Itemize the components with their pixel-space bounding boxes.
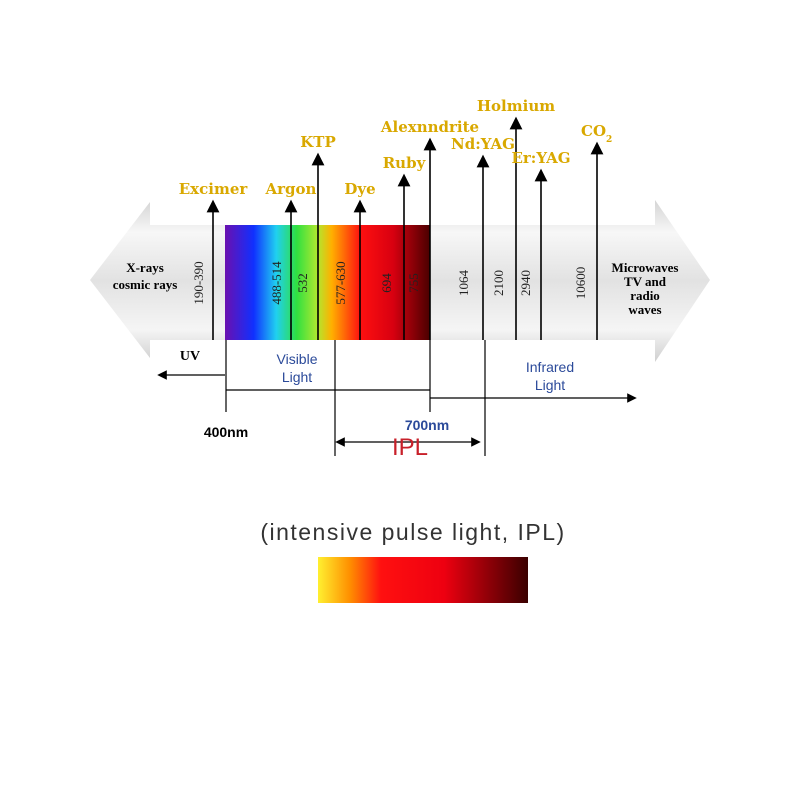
wavelength: 2940 [518, 270, 533, 296]
left-region: cosmic rays [113, 277, 178, 292]
wavelength: 694 [379, 273, 394, 293]
ipl-label: IPL [392, 434, 428, 461]
wavelength: 532 [295, 273, 310, 293]
right-region: waves [628, 302, 661, 317]
right-region: TV and [624, 274, 667, 289]
laser-name: Nd:YAG [451, 135, 515, 153]
right-region: Microwaves [612, 260, 679, 275]
infrared-label: Light [535, 377, 565, 393]
laser-subscript: 2 [606, 135, 612, 145]
uv-label: UV [180, 349, 200, 364]
wavelength: 1064 [456, 270, 471, 297]
laser-name: Dye [344, 180, 375, 198]
wavelength: 755 [406, 273, 421, 293]
visible-band [225, 225, 430, 340]
start-label: 400nm [204, 424, 248, 440]
ipl-band [318, 557, 528, 603]
lasers: Excimer 190-390 Argon 488-514 KTP 532 Dye 577-6… [179, 97, 612, 340]
scale-lines [157, 340, 637, 456]
wavelength: 2100 [491, 270, 506, 296]
laser-name: Alexnndrite [380, 118, 479, 136]
right-region: radio [630, 288, 660, 303]
wavelength: 190-390 [191, 261, 206, 304]
laser-name: Argon [265, 180, 317, 198]
wavelength: 488-514 [269, 261, 284, 305]
visible-label: Light [282, 369, 312, 385]
laser-name: CO [581, 122, 606, 140]
laser-name: Er:YAG [511, 149, 570, 167]
wavelength: 10600 [573, 267, 588, 300]
left-region: X-rays [126, 260, 164, 275]
laser-name: CO2 [581, 122, 612, 145]
wavelength: 577-630 [333, 261, 348, 304]
end-label: 700nm [405, 417, 449, 433]
laser-name: Excimer [179, 180, 249, 198]
infrared-label: Infrared [526, 359, 574, 375]
laser-name: Ruby [383, 154, 427, 172]
visible-label: Visible [277, 351, 318, 367]
caption: (intensive pulse light, IPL) [260, 519, 565, 545]
laser-name: KTP [300, 133, 335, 151]
laser-name: Holmium [477, 97, 555, 115]
